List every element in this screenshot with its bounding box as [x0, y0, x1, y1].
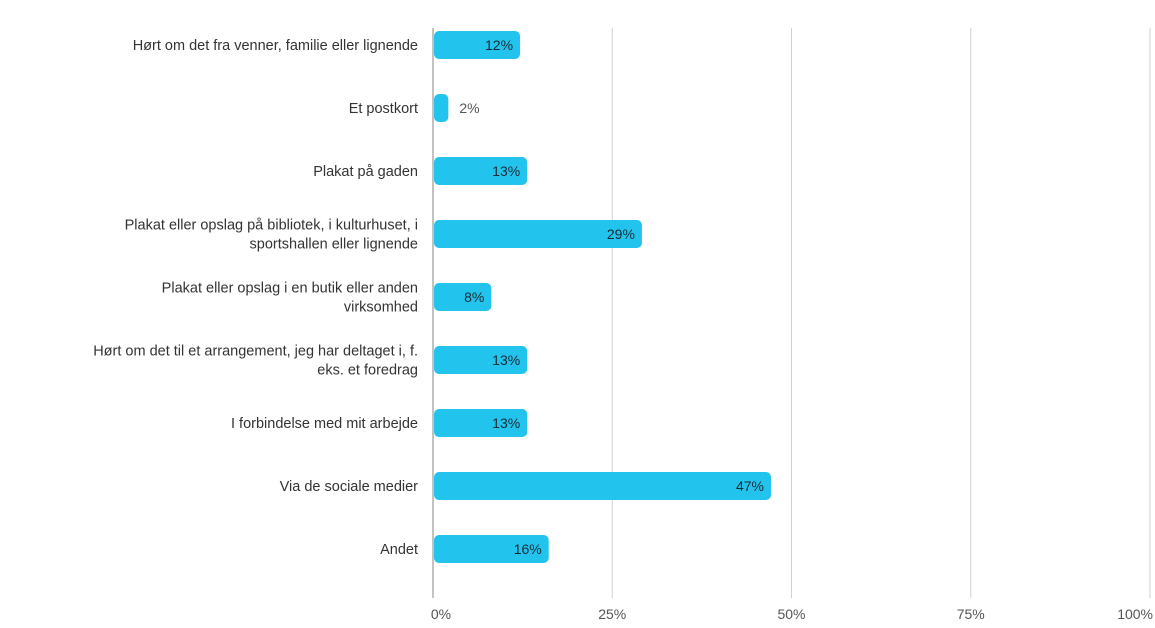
- bar-value-label: 2%: [459, 100, 479, 116]
- bar: [434, 220, 642, 248]
- category-label-line: Hørt om det til et arrangement, jeg har …: [93, 344, 418, 360]
- category-label-line: Andet: [380, 542, 418, 558]
- category-label-line: Plakat eller opslag i en butik eller and…: [162, 281, 418, 297]
- category-label-line: Plakat eller opslag på bibliotek, i kult…: [125, 218, 418, 234]
- grid-layer: [432, 28, 1151, 598]
- bar-value-label: 8%: [464, 289, 484, 305]
- bar: [434, 346, 528, 374]
- bar: [434, 94, 449, 122]
- x-tick-label: 75%: [957, 606, 985, 622]
- category-label: I forbindelse med mit arbejde: [231, 416, 418, 432]
- bar: [434, 283, 492, 311]
- x-tick-label: 100%: [1117, 606, 1153, 622]
- x-tick-label: 0%: [431, 606, 451, 622]
- bar-layer: 12% 2% 13% 29% 8% 13% 13% 47% 16%: [434, 31, 771, 563]
- bar: [434, 472, 771, 500]
- category-label-line: sportshallen eller lignende: [250, 237, 418, 253]
- bar-value-label: 12%: [485, 37, 513, 53]
- bar-value-label: 13%: [492, 163, 520, 179]
- category-label-line: Et postkort: [349, 101, 418, 117]
- category-label-line: virksomhed: [344, 300, 418, 316]
- bar-value-label: 29%: [607, 226, 635, 242]
- x-tick-layer: 0% 25% 50% 75% 100%: [431, 606, 1153, 622]
- category-label-layer: Hørt om det fra venner, familie eller li…: [93, 38, 418, 558]
- category-label: Et postkort: [349, 101, 418, 117]
- bar-value-label: 16%: [514, 541, 542, 557]
- category-label: Hørt om det fra venner, familie eller li…: [133, 38, 418, 54]
- category-label: Andet: [380, 542, 418, 558]
- category-label: Via de sociale medier: [280, 479, 419, 495]
- bar: [434, 409, 528, 437]
- category-label: Plakat eller opslag i en butik eller and…: [162, 281, 418, 316]
- category-label-line: Hørt om det fra venner, familie eller li…: [133, 38, 418, 54]
- category-label-line: Plakat på gaden: [313, 164, 418, 180]
- category-label: Hørt om det til et arrangement, jeg har …: [93, 344, 418, 379]
- x-tick-label: 50%: [777, 606, 805, 622]
- category-label-line: eks. et foredrag: [317, 363, 418, 379]
- bar: [434, 157, 528, 185]
- bar: [434, 535, 549, 563]
- category-label: Plakat eller opslag på bibliotek, i kult…: [125, 218, 418, 253]
- category-label-line: I forbindelse med mit arbejde: [231, 416, 418, 432]
- bar-value-label: 13%: [492, 415, 520, 431]
- bar: [434, 31, 521, 59]
- bar-value-label: 47%: [736, 478, 764, 494]
- category-label-line: Via de sociale medier: [280, 479, 419, 495]
- category-label: Plakat på gaden: [313, 164, 418, 180]
- x-tick-label: 25%: [598, 606, 626, 622]
- bar-value-label: 13%: [492, 352, 520, 368]
